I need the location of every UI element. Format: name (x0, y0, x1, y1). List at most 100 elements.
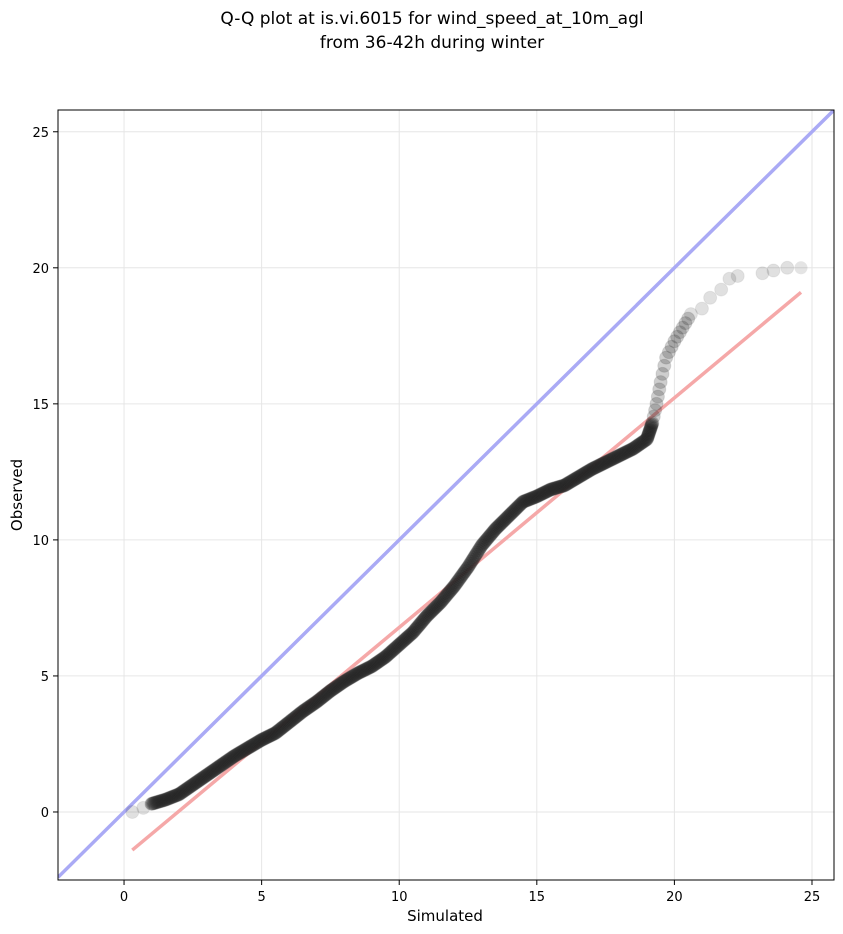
quantile-point (566, 473, 581, 488)
quantile-point (346, 668, 361, 683)
quantile-point (243, 739, 258, 754)
quantile-point (534, 487, 549, 502)
quantile-point (372, 653, 387, 668)
quantile-point (361, 661, 376, 676)
quantile-point (543, 482, 558, 497)
quantile-point (648, 403, 663, 418)
y-tick-label: 15 (32, 398, 49, 413)
quantile-point (368, 657, 383, 672)
quantile-point (480, 531, 495, 546)
quantile-point (600, 454, 615, 469)
quantile-point (172, 787, 187, 802)
quantile-point (355, 663, 370, 678)
quantile-point (503, 507, 518, 522)
quantile-point (473, 540, 488, 555)
quantile-point (520, 492, 535, 507)
quantile-point (165, 790, 180, 805)
quantile-point (452, 571, 467, 586)
quantile-point (360, 661, 375, 676)
x-axis-label: Simulated (407, 907, 483, 925)
quantile-point (458, 563, 473, 578)
quantile-point (248, 736, 263, 751)
quantile-point (714, 282, 729, 297)
quantile-point (577, 466, 592, 481)
quantile-point (491, 518, 506, 533)
quantile-point (162, 790, 177, 805)
x-tick-label: 20 (666, 890, 683, 905)
quantile-point (233, 745, 248, 760)
quantile-point (158, 792, 173, 807)
quantile-point (517, 494, 532, 509)
quantile-point (267, 726, 282, 741)
quantile-point (489, 520, 504, 535)
quantile-point (364, 659, 379, 674)
quantile-point (314, 691, 329, 706)
quantile-point (168, 788, 183, 803)
quantile-point (311, 692, 326, 707)
quantile-point (306, 697, 321, 712)
quantile-point (259, 730, 274, 745)
quantile-point (300, 701, 315, 716)
quantile-point (655, 366, 670, 381)
quantile-point (630, 438, 645, 453)
quantile-point (417, 611, 432, 626)
quantile-point (365, 658, 380, 673)
quantile-point (279, 717, 294, 732)
quantile-point (622, 443, 637, 458)
quantile-point (293, 706, 308, 721)
quantile-point (220, 753, 235, 768)
quantile-point (419, 609, 434, 624)
quantile-point (371, 654, 386, 669)
quantile-point (637, 433, 652, 448)
quantile-point (631, 437, 646, 452)
quantile-point (369, 656, 384, 671)
quantile-point (244, 738, 259, 753)
quantile-point (464, 554, 479, 569)
quantile-point (683, 307, 698, 322)
quantile-point (516, 494, 531, 509)
quantile-point (408, 622, 423, 637)
quantile-point (389, 639, 404, 654)
quantile-point (440, 587, 455, 602)
quantile-point (549, 480, 564, 495)
quantile-point (164, 790, 179, 805)
quantile-point (333, 676, 348, 691)
quantile-point (212, 759, 227, 774)
quantile-point (376, 651, 391, 666)
quantile-point (381, 646, 396, 661)
quantile-point (439, 588, 454, 603)
quantile-point (345, 669, 360, 684)
quantile-point (703, 290, 718, 305)
quantile-point (411, 618, 426, 633)
quantile-point (344, 670, 359, 685)
quantile-point (407, 624, 422, 639)
quantile-point (563, 475, 578, 490)
y-tick-label: 25 (32, 126, 49, 141)
quantile-point (620, 444, 635, 459)
quantile-point (204, 765, 219, 780)
quantile-point (264, 727, 279, 742)
quantile-point (558, 477, 573, 492)
quantile-point (466, 551, 481, 566)
quantile-point (462, 558, 477, 573)
quantile-point (661, 345, 676, 360)
quantile-point (483, 527, 498, 542)
quantile-point (208, 761, 223, 776)
quantile-point (270, 724, 285, 739)
quantile-point (354, 664, 369, 679)
quantile-point (200, 767, 215, 782)
quantile-point (223, 751, 238, 766)
quantile-point (504, 506, 519, 521)
quantile-point (766, 263, 781, 278)
quantile-point (550, 480, 565, 495)
quantile-point (250, 735, 265, 750)
y-axis-label: Observed (8, 459, 26, 531)
quantile-point (461, 560, 476, 575)
quantile-point (176, 784, 191, 799)
quantile-point (394, 635, 409, 650)
quantile-point (254, 732, 269, 747)
quantile-point (422, 606, 437, 621)
quantile-point (332, 677, 347, 692)
quantile-point (195, 771, 210, 786)
quantile-point (616, 446, 631, 461)
